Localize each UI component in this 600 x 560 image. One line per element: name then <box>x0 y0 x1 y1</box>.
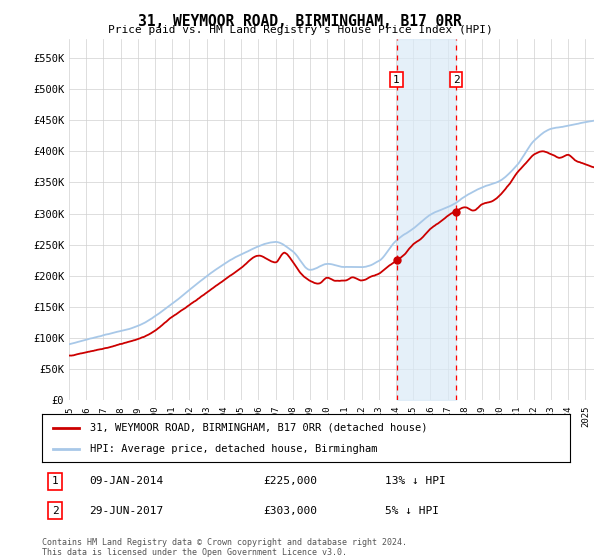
Text: 09-JAN-2014: 09-JAN-2014 <box>89 476 164 486</box>
Text: Price paid vs. HM Land Registry's House Price Index (HPI): Price paid vs. HM Land Registry's House … <box>107 25 493 35</box>
Text: 29-JUN-2017: 29-JUN-2017 <box>89 506 164 516</box>
Text: 31, WEYMOOR ROAD, BIRMINGHAM, B17 0RR (detached house): 31, WEYMOOR ROAD, BIRMINGHAM, B17 0RR (d… <box>89 423 427 433</box>
Text: HPI: Average price, detached house, Birmingham: HPI: Average price, detached house, Birm… <box>89 444 377 454</box>
Text: £303,000: £303,000 <box>264 506 318 516</box>
Text: 1: 1 <box>52 476 59 486</box>
Text: £225,000: £225,000 <box>264 476 318 486</box>
Text: 1: 1 <box>393 74 400 85</box>
Text: Contains HM Land Registry data © Crown copyright and database right 2024.
This d: Contains HM Land Registry data © Crown c… <box>42 538 407 557</box>
Text: 2: 2 <box>453 74 460 85</box>
Text: 2: 2 <box>52 506 59 516</box>
Text: 31, WEYMOOR ROAD, BIRMINGHAM, B17 0RR: 31, WEYMOOR ROAD, BIRMINGHAM, B17 0RR <box>138 14 462 29</box>
Text: 13% ↓ HPI: 13% ↓ HPI <box>385 476 446 486</box>
Text: 5% ↓ HPI: 5% ↓ HPI <box>385 506 439 516</box>
